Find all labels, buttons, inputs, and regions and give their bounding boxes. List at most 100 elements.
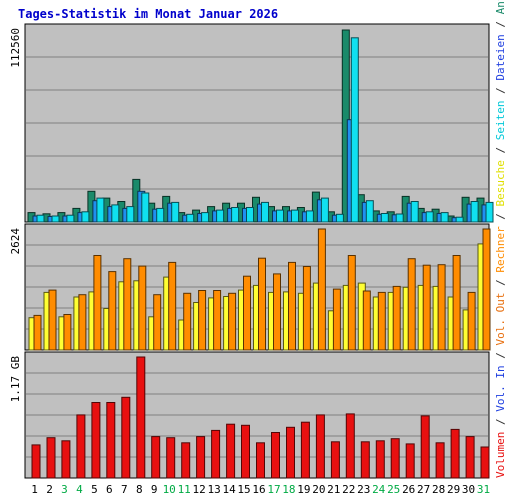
x-tick-label: 28 [432, 483, 445, 496]
bar-seiten-day-20 [320, 197, 329, 223]
bar-seiten-day-31 [485, 201, 494, 223]
x-tick-label: 22 [342, 483, 355, 496]
bar-volumen-day-11 [181, 442, 191, 479]
bar-seiten-day-27 [425, 211, 434, 223]
x-tick-label: 18 [282, 483, 295, 496]
x-tick-label: 25 [387, 483, 400, 496]
legend-item: Besuche [494, 160, 507, 206]
x-tick-label: 17 [267, 483, 280, 496]
x-tick-label: 30 [462, 483, 475, 496]
bar-volumen-day-14 [226, 423, 236, 479]
legend-item: Rechner [494, 226, 507, 273]
x-tick-label: 26 [402, 483, 415, 496]
bar-volumen-day-28 [435, 442, 445, 479]
bar-seiten-day-11 [186, 213, 195, 223]
bar-rechner-day-19 [302, 266, 311, 351]
x-tick-label: 23 [357, 483, 370, 496]
panel-traffic: 112560 [9, 23, 494, 223]
bar-rechner-day-18 [288, 261, 296, 351]
bar-seiten-day-9 [156, 207, 165, 223]
chart-title: Tages-Statistik im Monat Januar 2026 [18, 7, 279, 21]
x-tick-label: 10 [163, 483, 176, 496]
bar-volumen-day-5 [91, 402, 101, 479]
x-tick-label: 8 [136, 483, 143, 496]
bar-volumen-day-25 [390, 438, 400, 479]
bar-seiten-day-13 [216, 209, 225, 223]
panel-volume: 1.17 GB [9, 351, 490, 479]
bar-volumen-day-3 [61, 440, 71, 479]
bar-rechner-day-13 [213, 290, 222, 351]
bar-seiten-day-22 [350, 37, 359, 223]
bar-rechner-day-12 [198, 290, 207, 351]
x-tick-label: 4 [76, 483, 83, 496]
x-tick-label: 12 [192, 483, 205, 496]
bar-rechner-day-5 [93, 255, 102, 351]
bar-rechner-day-15 [243, 275, 251, 351]
bar-rechner-day-24 [377, 291, 386, 351]
bar-volumen-day-4 [76, 414, 86, 479]
bar-seiten-day-18 [291, 209, 299, 223]
bar-rechner-day-9 [153, 294, 162, 351]
x-tick-label: 6 [106, 483, 113, 496]
x-tick-label: 14 [222, 483, 236, 496]
bar-rechner-day-14 [228, 292, 237, 351]
bar-seiten-day-25 [395, 213, 404, 223]
bar-volumen-day-23 [360, 441, 370, 479]
legend-item: Vol. Out [494, 293, 507, 346]
bar-seiten-day-14 [231, 207, 240, 223]
bar-seiten-day-3 [66, 214, 75, 223]
panel-visits: 2624 [9, 223, 491, 351]
bar-seiten-day-21 [335, 213, 344, 223]
bar-rechner-day-21 [332, 288, 341, 351]
x-tick-label: 31 [477, 483, 490, 496]
x-tick-label: 3 [61, 483, 68, 496]
bar-rechner-day-23 [362, 290, 371, 351]
bar-seiten-day-16 [261, 201, 269, 223]
bar-volumen-day-22 [345, 413, 355, 479]
x-tick-label: 20 [312, 483, 325, 496]
bar-volumen-day-26 [405, 443, 415, 479]
bar-volumen-day-15 [241, 424, 250, 479]
x-tick-label: 29 [447, 483, 460, 496]
bar-seiten-day-5 [96, 197, 105, 223]
bar-rechner-day-2 [48, 289, 57, 351]
bar-seiten-day-29 [455, 216, 464, 223]
bar-seiten-day-28 [440, 212, 449, 223]
bar-seiten-day-26 [410, 201, 419, 223]
bar-seiten-day-17 [276, 209, 284, 223]
bar-rechner-day-11 [183, 292, 192, 351]
bar-volumen-day-20 [315, 414, 325, 479]
bar-rechner-day-25 [392, 285, 401, 351]
bar-rechner-day-16 [258, 257, 266, 351]
bar-volumen-day-18 [286, 426, 295, 479]
legend-item: Seiten [494, 100, 507, 140]
legend-item: Vol. In [494, 365, 507, 411]
bar-volumen-day-8 [136, 356, 146, 479]
bar-seiten-day-7 [126, 206, 135, 223]
legend-item: Volumen [494, 432, 507, 478]
bar-volumen-day-10 [166, 437, 176, 479]
bar-volumen-day-30 [465, 436, 475, 479]
bar-rechner-day-6 [108, 271, 117, 351]
y-max-label: 112560 [9, 28, 22, 68]
bar-volumen-day-27 [420, 415, 430, 479]
x-tick-label: 27 [417, 483, 430, 496]
legend: Volumen / Vol. In / Vol. Out / Rechner /… [494, 0, 507, 478]
bar-volumen-day-12 [196, 436, 206, 479]
bar-seiten-day-8 [141, 192, 150, 223]
x-tick-label: 19 [297, 483, 310, 496]
x-tick-label: 7 [121, 483, 128, 496]
bar-rechner-day-26 [407, 258, 416, 351]
y-max-label: 2624 [9, 228, 22, 255]
bar-seiten-day-6 [111, 204, 120, 223]
legend-item: Anfragen [494, 0, 507, 14]
x-tick-label: 11 [178, 483, 191, 496]
bar-rechner-day-30 [467, 291, 476, 351]
bar-rechner-day-8 [138, 265, 147, 351]
bar-volumen-day-6 [106, 402, 116, 479]
legend-item: Dateien [494, 34, 507, 80]
bar-volumen-day-19 [300, 421, 310, 479]
bar-seiten-day-4 [81, 211, 90, 223]
x-tick-label: 15 [237, 483, 250, 496]
bar-rechner-day-10 [168, 261, 177, 351]
